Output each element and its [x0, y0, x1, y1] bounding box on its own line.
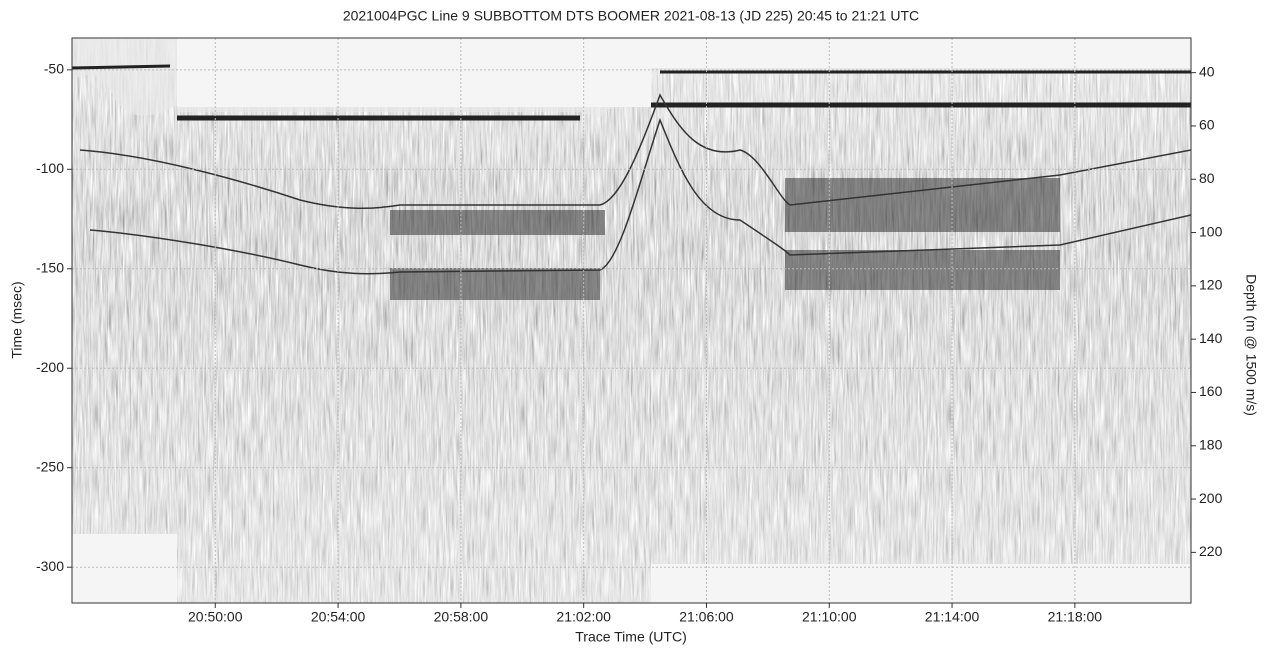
axes: 20:50:00 20:54:00 20:58:00 21:02:00 21:06:00… — [36, 38, 1223, 625]
y2-tick-label: 100 — [1199, 223, 1223, 239]
y2-tick-label: 120 — [1199, 277, 1223, 293]
reflector — [72, 64, 1191, 74]
reflector — [177, 102, 1191, 121]
y-tick-label: -250 — [36, 458, 64, 474]
y2-tick-label: 200 — [1199, 490, 1223, 506]
blank-area — [72, 534, 177, 603]
x-tick-label: 21:06:00 — [679, 609, 734, 625]
chart-title: 2021004PGC Line 9 SUBBOTTOM DTS BOOMER 2… — [343, 8, 919, 24]
y-axis-label: Time (msec) — [9, 281, 25, 358]
y2-axis-label: Depth (m @ 1500 m/s) — [1243, 274, 1259, 416]
x-tick-label: 21:02:00 — [556, 609, 611, 625]
x-tick-label: 20:58:00 — [434, 609, 489, 625]
y-tick-label: -150 — [36, 259, 64, 275]
blank-area — [651, 38, 1191, 68]
y-tick-label: -300 — [36, 558, 64, 574]
x-tick-label: 20:50:00 — [188, 609, 243, 625]
y2-tick-label: 140 — [1199, 330, 1223, 346]
reflector — [89, 117, 1191, 275]
y2-tick-label: 160 — [1199, 383, 1223, 399]
y-tick-label: -50 — [44, 61, 64, 77]
seismic-fade — [72, 38, 1191, 603]
y-tick-label: -200 — [36, 359, 64, 375]
y-tick-label: -100 — [36, 160, 64, 176]
x-tick-label: 21:14:00 — [925, 609, 980, 625]
y2-tick-label: 180 — [1199, 436, 1223, 452]
y2-tick-label: 60 — [1199, 117, 1215, 133]
y2-tick-label: 220 — [1199, 543, 1223, 559]
x-tick-label: 21:10:00 — [802, 609, 857, 625]
y2-tick-label: 40 — [1199, 63, 1215, 79]
sediment-layer — [390, 178, 1060, 300]
plot-frame — [71, 37, 1192, 604]
blank-area — [177, 38, 651, 107]
reflector — [79, 93, 1191, 209]
y2-tick-label: 80 — [1199, 170, 1215, 186]
blank-area — [651, 564, 1191, 603]
seismic-image — [72, 38, 1191, 603]
x-tick-label: 21:18:00 — [1048, 609, 1103, 625]
x-axis-label: Trace Time (UTC) — [575, 629, 686, 645]
x-tick-label: 20:54:00 — [311, 609, 366, 625]
